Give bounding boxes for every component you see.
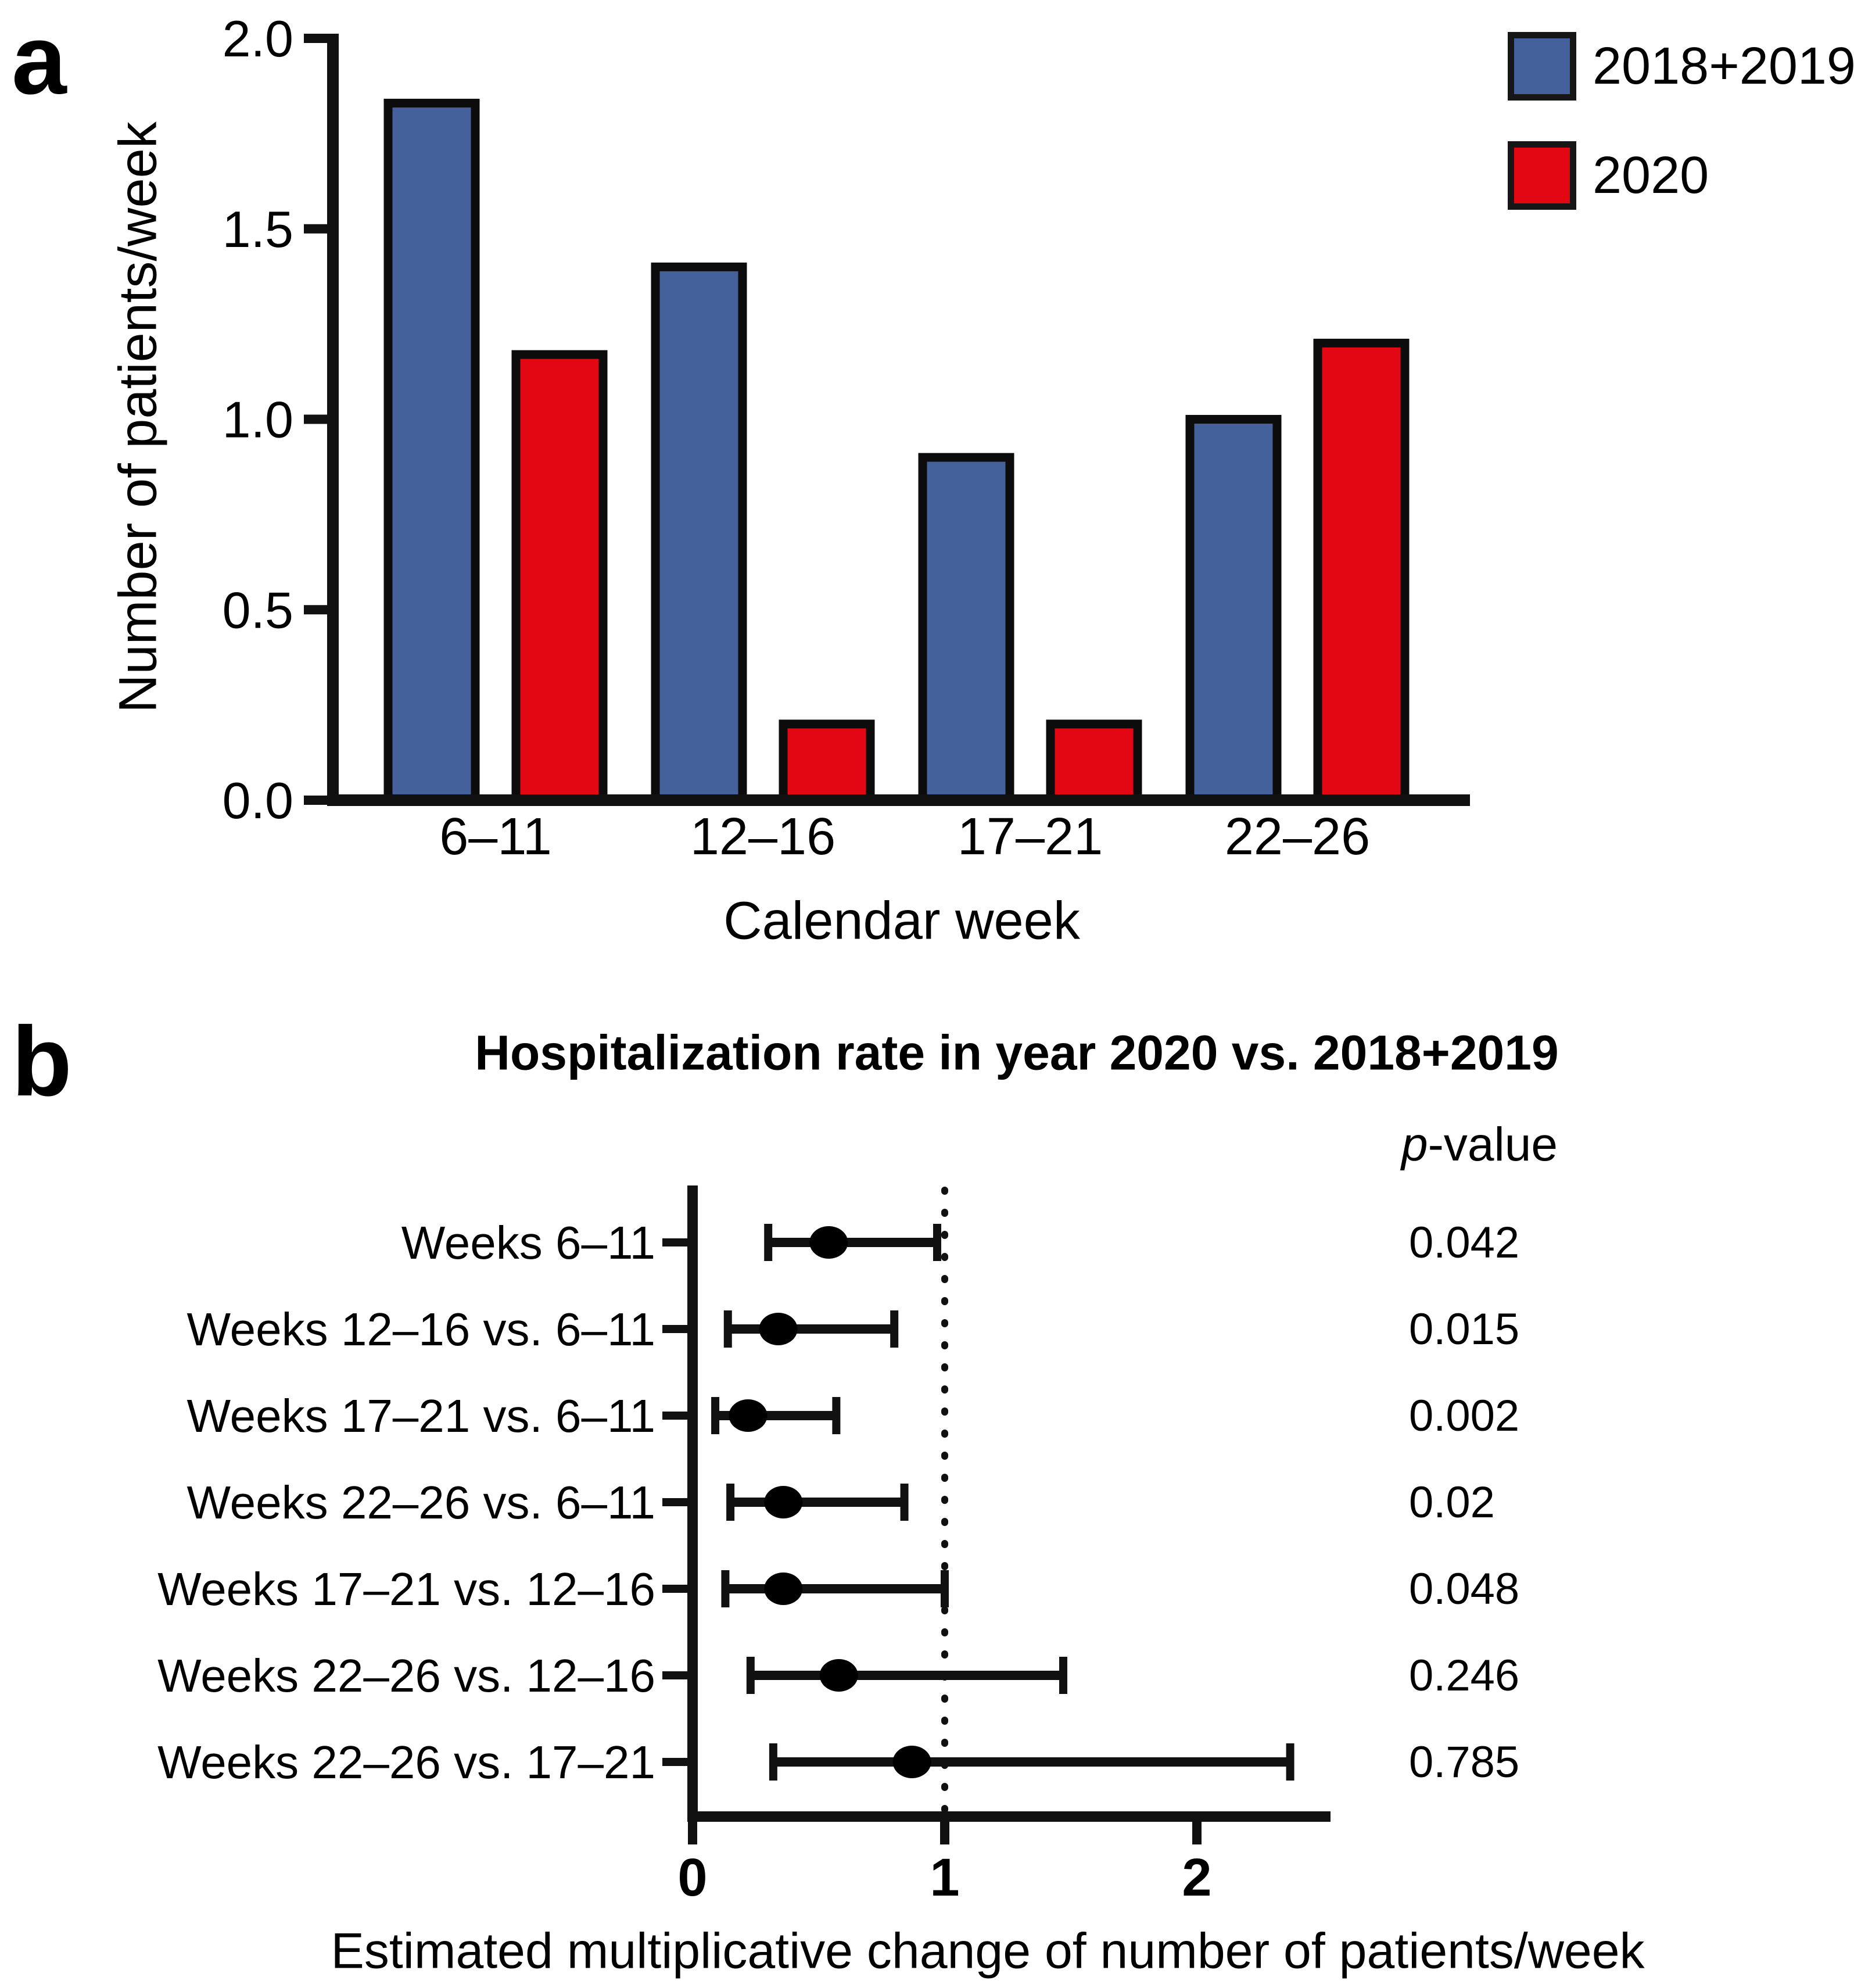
panel-a-letter: a (12, 5, 67, 115)
b-x-tick-label-2: 2 (1182, 1848, 1211, 1907)
row-label-0: Weeks 6–11 (401, 1217, 655, 1269)
panel-a-y-axis-title: Number of patients/week (108, 121, 168, 713)
p-value-0: 0.042 (1409, 1218, 1519, 1267)
panel-b-letter: b (12, 1006, 72, 1117)
pvalue-header-p: p (1401, 1118, 1428, 1171)
legend-label-2018-2019: 2018+2019 (1593, 37, 1854, 95)
panel-a-x-axis-title: Calendar week (723, 891, 1080, 951)
p-value-6: 0.785 (1409, 1738, 1519, 1787)
y-tick-label-1.0: 1.0 (223, 391, 293, 449)
estimate-point-1 (759, 1313, 798, 1345)
panel-b-title: Hospitalization rate in year 2020 vs. 20… (475, 1025, 1559, 1080)
panel-a-legend: 2018+2019 2020 (1508, 32, 1854, 210)
y-tick-label-2.0: 2.0 (223, 10, 293, 67)
estimate-point-0 (809, 1226, 848, 1259)
category-label-17–21: 17–21 (958, 808, 1103, 866)
bar-2020-12–16 (779, 719, 875, 805)
p-value-4: 0.048 (1409, 1564, 1519, 1614)
bar-2018+2019-22–26 (1185, 415, 1282, 805)
b-x-tick-label-1: 1 (930, 1848, 959, 1907)
p-value-2: 0.002 (1409, 1391, 1519, 1441)
estimate-point-5 (819, 1659, 858, 1692)
estimate-point-3 (764, 1486, 803, 1518)
legend-swatch-red (1508, 141, 1576, 210)
bar-2020-22–26 (1313, 338, 1410, 805)
y-tick-label-1.5: 1.5 (223, 200, 293, 258)
y-tick-label-0.5: 0.5 (223, 581, 293, 639)
pvalue-header-suffix: -value (1428, 1118, 1558, 1171)
estimate-point-4 (764, 1573, 803, 1605)
row-label-5: Weeks 22–26 vs. 12–16 (157, 1650, 655, 1702)
p-value-1: 0.015 (1409, 1305, 1519, 1354)
legend-item-2018-2019: 2018+2019 (1508, 32, 1854, 101)
legend-label-2020: 2020 (1593, 146, 1709, 205)
row-label-4: Weeks 17–21 vs. 12–16 (157, 1563, 655, 1615)
panel-b-pvalue-header: p-value (1401, 1117, 1558, 1172)
p-value-5: 0.246 (1409, 1651, 1519, 1700)
bar-2020-6–11 (511, 350, 608, 805)
bar-2020-17–21 (1046, 719, 1142, 805)
category-label-12–16: 12–16 (690, 808, 835, 866)
estimate-point-2 (729, 1399, 768, 1432)
row-label-1: Weeks 12–16 vs. 6–11 (187, 1303, 655, 1355)
row-label-3: Weeks 22–26 vs. 6–11 (187, 1477, 655, 1528)
category-label-22–26: 22–26 (1225, 808, 1370, 866)
category-label-6–11: 6–11 (439, 808, 552, 866)
panel-b-x-axis-title: Estimated multiplicative change of numbe… (331, 1923, 1645, 1979)
estimate-point-6 (892, 1746, 931, 1778)
legend-item-2020: 2020 (1508, 141, 1854, 210)
p-value-3: 0.02 (1409, 1478, 1495, 1527)
bar-2018+2019-17–21 (918, 453, 1014, 805)
row-label-2: Weeks 17–21 vs. 6–11 (187, 1390, 655, 1442)
bar-2018+2019-6–11 (383, 98, 480, 805)
b-x-tick-label-0: 0 (677, 1848, 707, 1907)
row-label-6: Weeks 22–26 vs. 17–21 (157, 1736, 655, 1788)
bar-2018+2019-12–16 (651, 262, 747, 805)
y-tick-label-0.0: 0.0 (223, 772, 293, 829)
legend-swatch-blue (1508, 32, 1576, 101)
